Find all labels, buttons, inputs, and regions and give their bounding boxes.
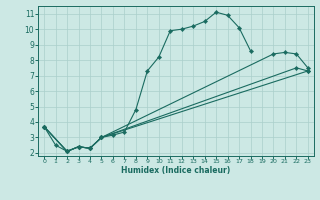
X-axis label: Humidex (Indice chaleur): Humidex (Indice chaleur): [121, 166, 231, 175]
